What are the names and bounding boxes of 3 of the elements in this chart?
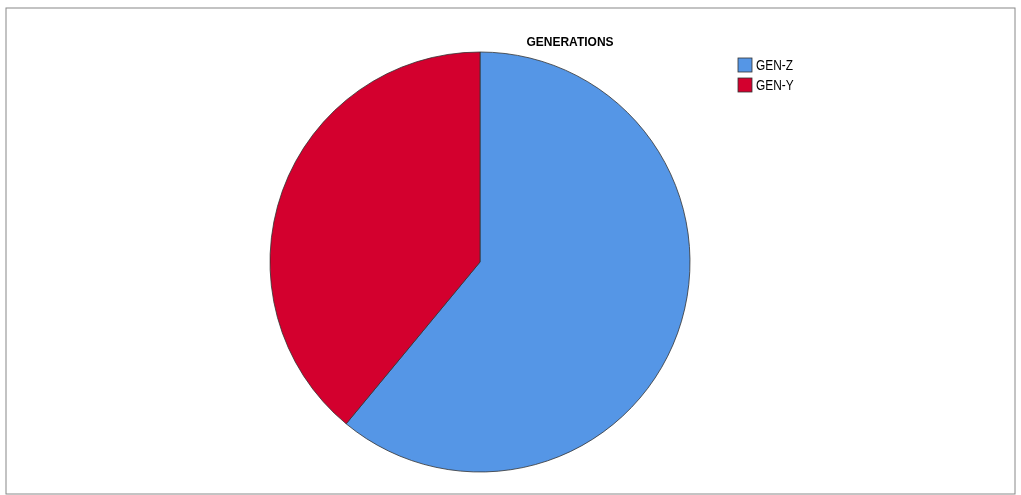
legend-label: GEN-Z bbox=[756, 57, 794, 74]
chart-title: GENERATIONS bbox=[526, 35, 614, 49]
legend-label: GEN-Y bbox=[756, 77, 794, 94]
